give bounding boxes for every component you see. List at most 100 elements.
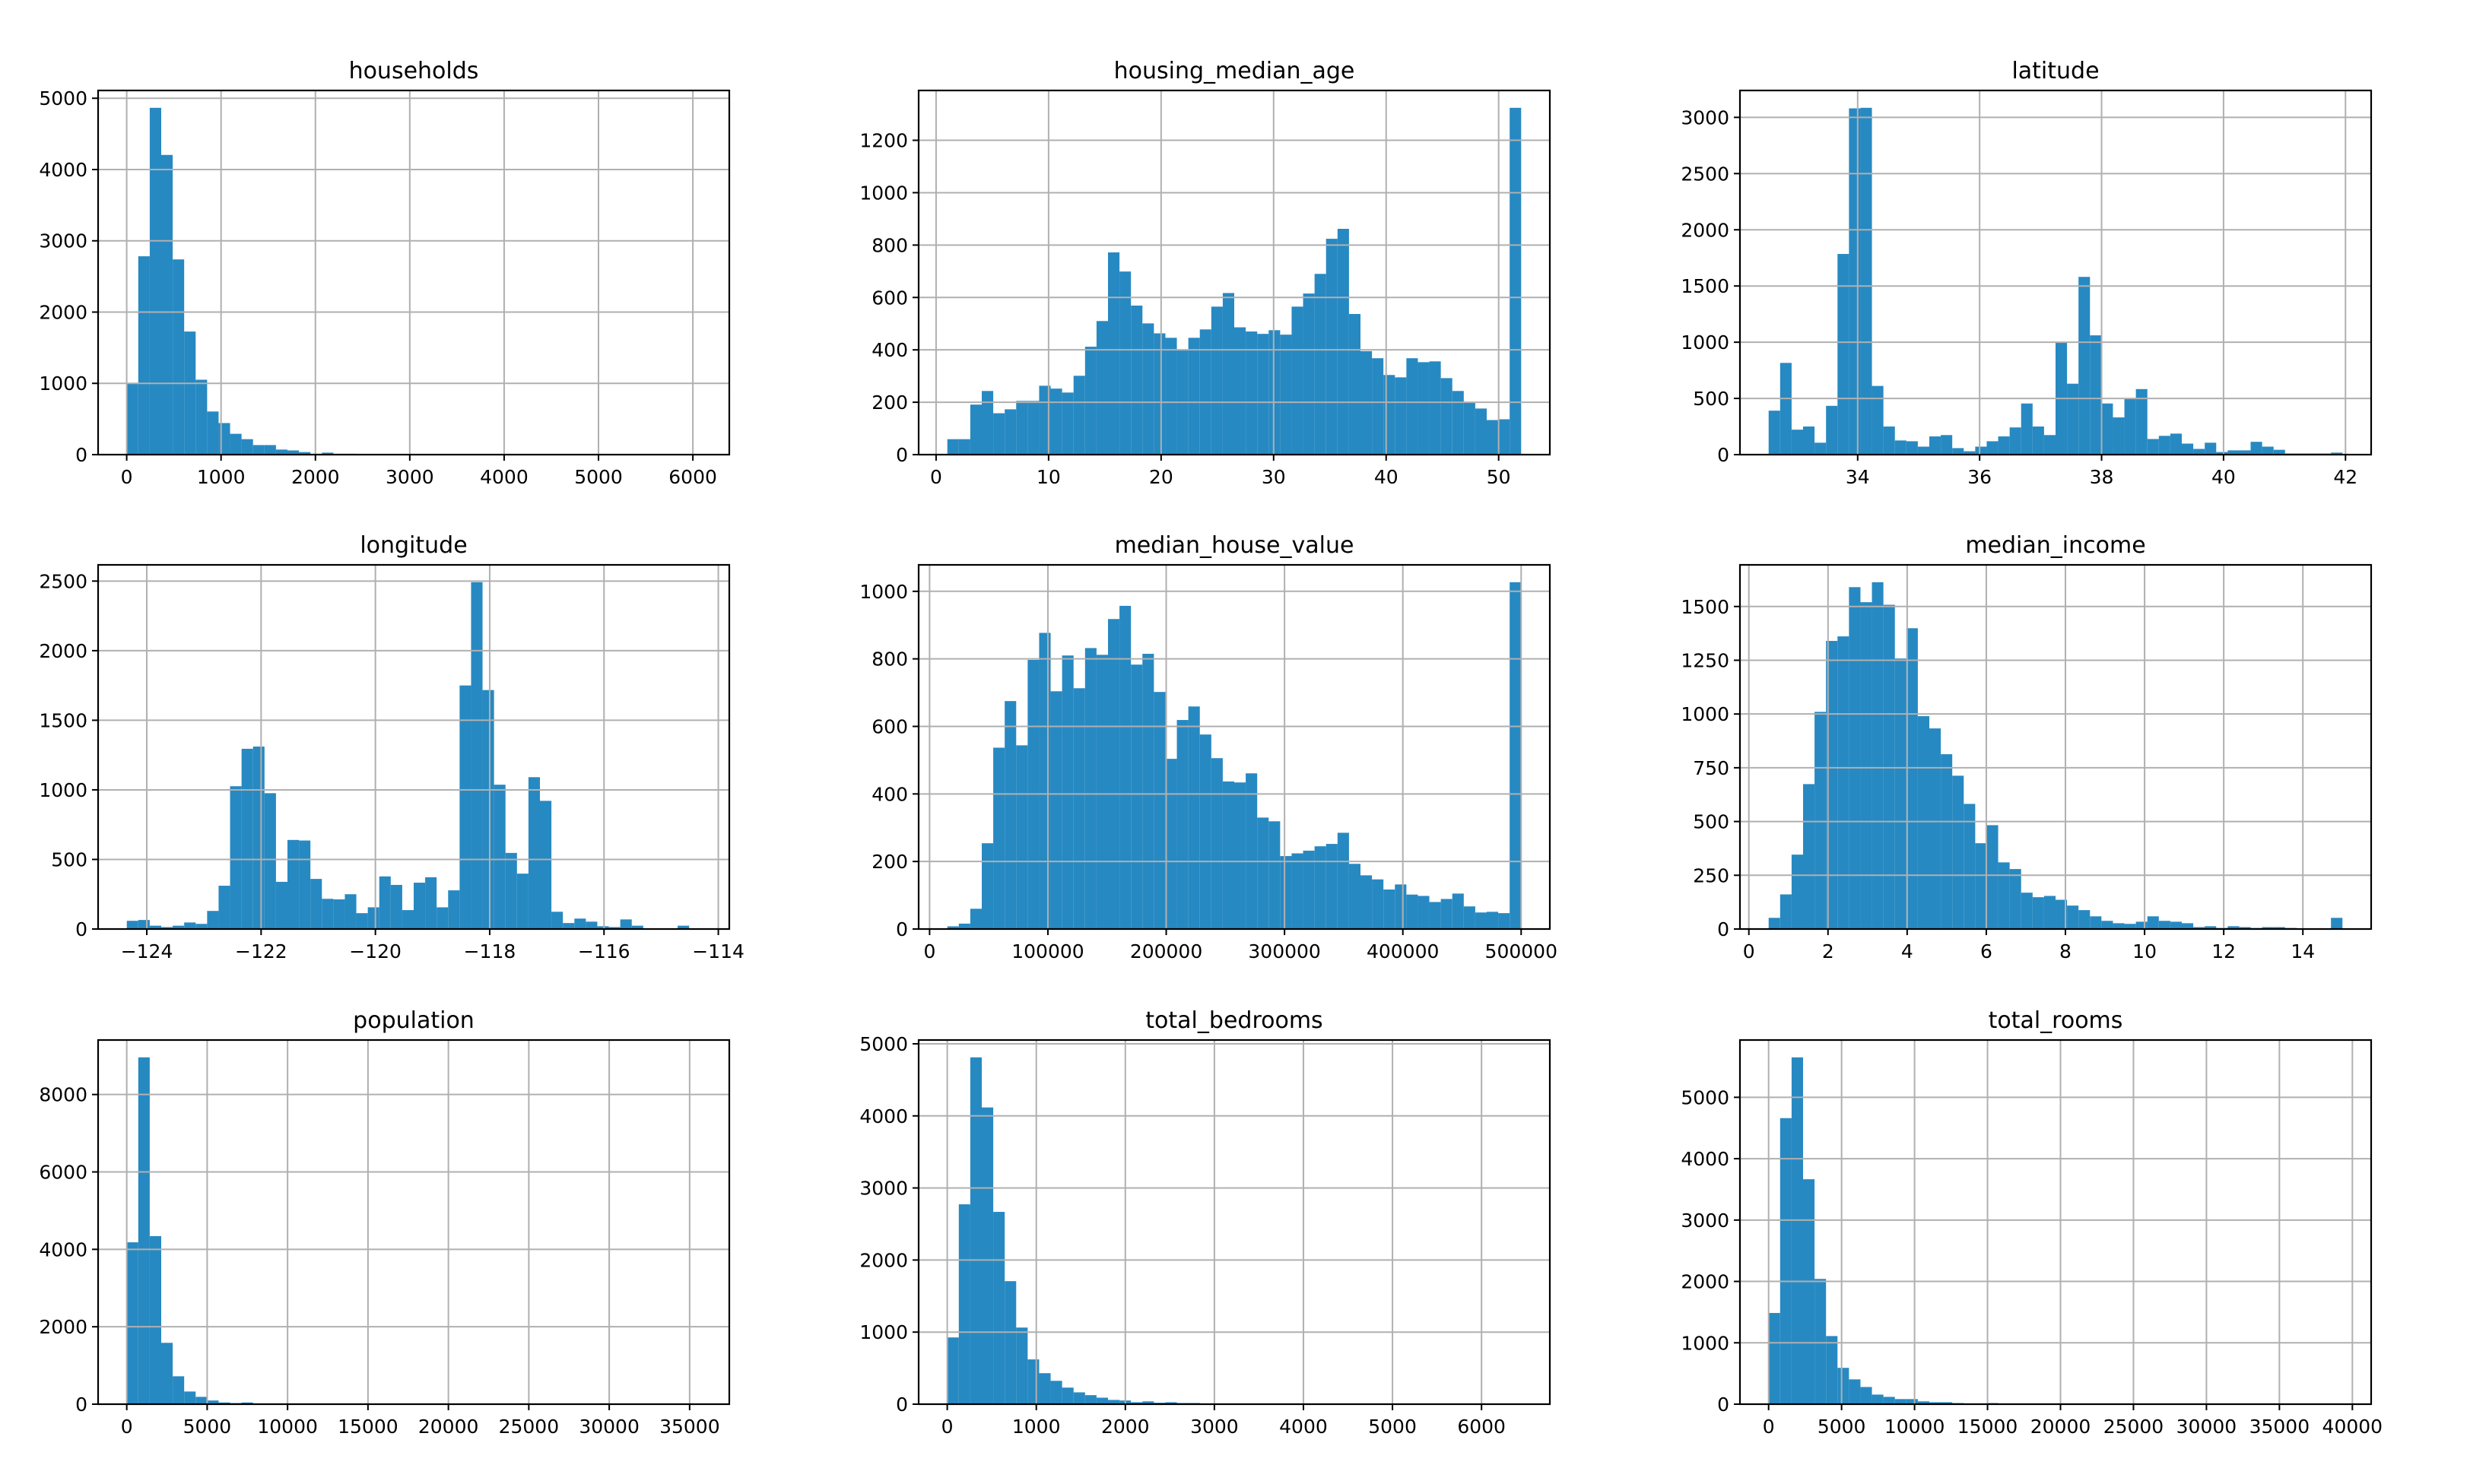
histogram-bar bbox=[1280, 856, 1292, 929]
histogram-bar bbox=[2227, 450, 2240, 455]
y-tick-label: 2500 bbox=[39, 570, 87, 592]
axes-frame bbox=[917, 89, 1551, 456]
histogram-bar bbox=[149, 925, 161, 929]
histogram-bar bbox=[1073, 688, 1085, 929]
histogram-panel-population: 0 5000 10000 15000 20000 25000 30000 35000 0 2000… bbox=[39, 1007, 731, 1438]
histogram-bar bbox=[1791, 1057, 1803, 1404]
histogram-bar bbox=[264, 445, 276, 455]
y-tick-label: 2000 bbox=[39, 640, 87, 662]
histogram-bar bbox=[2182, 443, 2194, 455]
histogram-bar bbox=[1108, 252, 1120, 455]
histogram-bar bbox=[1510, 107, 1522, 455]
x-tick-label: 0 bbox=[941, 1416, 954, 1438]
x-tick-label: 6 bbox=[1980, 940, 1992, 962]
histogram-bar bbox=[597, 926, 609, 929]
x-tick-label: 10000 bbox=[257, 1416, 318, 1438]
histogram-bar bbox=[1475, 408, 1487, 455]
histogram-bar bbox=[1303, 293, 1315, 455]
histogram-bar bbox=[1452, 893, 1464, 929]
histogram-bar bbox=[1165, 1402, 1177, 1404]
histogram-bar bbox=[1894, 658, 1906, 929]
y-tick-label: 3000 bbox=[1681, 1210, 1729, 1232]
histogram-bar bbox=[947, 926, 959, 929]
x-tick-label: 0 bbox=[1763, 1416, 1775, 1438]
histogram-bar bbox=[540, 801, 552, 929]
histogram-bar bbox=[1849, 1379, 1861, 1404]
histogram-bar bbox=[414, 883, 426, 929]
histogram-bar bbox=[574, 918, 586, 929]
histogram-bar bbox=[195, 379, 208, 455]
y-tick-label: 2000 bbox=[1681, 219, 1729, 241]
x-tick-label: 50 bbox=[1487, 466, 1511, 488]
histogram-bar bbox=[2205, 926, 2217, 929]
histogram-bar bbox=[322, 452, 334, 455]
histogram-bar bbox=[2182, 923, 2194, 929]
y-tick-label: 6000 bbox=[39, 1162, 87, 1184]
x-tick-label: 5000 bbox=[574, 466, 623, 488]
y-tick-label: 4000 bbox=[859, 1105, 908, 1127]
histogram-bar bbox=[1872, 385, 1884, 455]
histogram-bar bbox=[1383, 889, 1395, 929]
axes-frame bbox=[97, 563, 731, 931]
histogram-bar bbox=[1325, 844, 1338, 929]
histogram-bar bbox=[149, 107, 161, 455]
histogram-bar bbox=[1131, 664, 1143, 929]
histogram-bar bbox=[1440, 899, 1452, 929]
histogram-bar bbox=[1906, 1399, 1918, 1404]
histogram-bar bbox=[958, 439, 970, 455]
x-tick-label: 14 bbox=[2291, 940, 2315, 962]
x-tick-label: 0 bbox=[1743, 940, 1755, 962]
y-tick-label: 200 bbox=[871, 851, 908, 873]
histogram-bar bbox=[1222, 781, 1234, 929]
histogram-bar bbox=[1096, 1397, 1108, 1404]
histogram-bar bbox=[1314, 846, 1326, 929]
bars bbox=[947, 107, 1522, 455]
histogram-bar bbox=[126, 921, 138, 929]
x-tick-label: 30000 bbox=[579, 1416, 640, 1438]
histogram-bar bbox=[2009, 869, 2021, 929]
histogram-bar bbox=[379, 876, 391, 929]
histogram-bar bbox=[1418, 362, 1430, 455]
histogram-bar bbox=[2216, 452, 2228, 455]
histogram-bar bbox=[2021, 403, 2033, 455]
histogram-bar bbox=[2090, 916, 2102, 929]
histogram-bar bbox=[1768, 411, 1780, 455]
x-tick-label: −120 bbox=[349, 940, 402, 962]
histogram-bar bbox=[1998, 862, 2010, 929]
x-tick-label: 5000 bbox=[1818, 1416, 1866, 1438]
x-tick-label: 38 bbox=[2090, 466, 2114, 488]
y-tick-label: 800 bbox=[871, 648, 908, 671]
histogram-bar bbox=[1348, 864, 1360, 929]
y-tick-label: 400 bbox=[871, 339, 908, 361]
histogram-bar bbox=[1487, 912, 1499, 929]
y-tick-label: 600 bbox=[871, 715, 908, 737]
histogram-bar bbox=[459, 685, 471, 929]
histogram-bar bbox=[1418, 896, 1430, 929]
histogram-bar bbox=[1964, 804, 1976, 929]
histogram-bar bbox=[1165, 759, 1177, 929]
axes-frame bbox=[97, 1038, 731, 1406]
histogram-bar bbox=[299, 840, 311, 929]
histogram-bar bbox=[1929, 1402, 1941, 1404]
histogram-bar bbox=[275, 449, 287, 455]
histogram-bar bbox=[1803, 784, 1815, 929]
histogram-bar bbox=[1222, 293, 1234, 455]
histogram-bar bbox=[516, 874, 529, 929]
histogram-bar bbox=[2158, 921, 2170, 929]
axes-frame bbox=[97, 89, 731, 456]
x-tick-label: 20 bbox=[1149, 466, 1173, 488]
histogram-bar bbox=[1860, 1387, 1872, 1404]
histogram-bar bbox=[1050, 388, 1062, 455]
histogram-bar bbox=[241, 1402, 253, 1404]
histogram-bar bbox=[1050, 1381, 1062, 1404]
x-tick-label: 2000 bbox=[1101, 1416, 1150, 1438]
histogram-bar bbox=[2113, 923, 2125, 929]
histogram-panel-households: 0 1000 2000 3000 4000 5000 6000 0 1000 2000 3000 40… bbox=[39, 58, 731, 488]
histogram-bar bbox=[2147, 916, 2159, 929]
histogram-bar bbox=[402, 910, 414, 929]
histogram-bar bbox=[1084, 347, 1097, 455]
histogram-bar bbox=[1073, 376, 1085, 455]
histogram-bar bbox=[1964, 451, 1976, 455]
histogram-bar bbox=[1814, 1279, 1827, 1404]
